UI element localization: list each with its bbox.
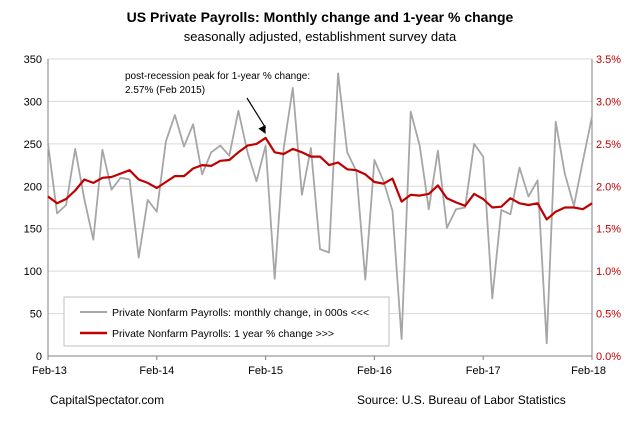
source-left: CapitalSpectator.com <box>50 393 164 407</box>
gridlines <box>48 58 592 315</box>
x-tick-label: Feb-13 <box>32 365 67 377</box>
series-line-yoy-percent <box>47 136 593 221</box>
annotation-arrowhead <box>258 124 266 134</box>
y-left-tick-label: 250 <box>24 139 42 151</box>
chart-subtitle: seasonally adjusted, establishment surve… <box>184 29 457 44</box>
series-lines <box>47 72 593 345</box>
axes <box>47 59 593 357</box>
y-right-tick-label: 2.0% <box>596 181 621 193</box>
annotation-arrow <box>246 97 267 129</box>
series-line-monthly-change <box>47 72 593 345</box>
y-right-tick-label: 1.5% <box>596 224 621 236</box>
y-right-tick-label: 3.0% <box>596 96 621 108</box>
peak-annotation: post-recession peak for 1-year % change:… <box>125 71 310 134</box>
y-left-tick-label: 150 <box>24 224 42 236</box>
legend-box <box>63 296 390 347</box>
y-axis-left-ticks: 0 50 100 150 200 250 300 350 <box>24 54 42 363</box>
source-right: Source: U.S. Bureau of Labor Statistics <box>357 393 566 407</box>
x-axis-ticks: Feb-13 Feb-14 Feb-15 Feb-16 Feb-17 Feb-18 <box>32 356 606 377</box>
y-left-tick-label: 50 <box>30 309 42 321</box>
y-left-tick-label: 350 <box>24 54 42 66</box>
x-tick-label: Feb-15 <box>248 365 283 377</box>
y-right-tick-label: 0.0% <box>596 351 621 363</box>
y-axis-right-ticks: 0.0% 0.5% 1.0% 1.5% 2.0% 2.5% 3.0% 3.5% <box>596 54 621 363</box>
legend-label-yoy: Private Nonfarm Payrolls: 1 year % chang… <box>112 328 334 340</box>
annotation-line2: 2.57% (Feb 2015) <box>125 85 205 96</box>
annotation-line1: post-recession peak for 1-year % change: <box>125 71 310 82</box>
x-tick-label: Feb-14 <box>139 365 174 377</box>
y-right-tick-label: 1.0% <box>596 266 621 278</box>
y-left-tick-label: 100 <box>24 266 42 278</box>
legend-label-monthly: Private Nonfarm Payrolls: monthly change… <box>112 307 369 319</box>
y-left-tick-label: 0 <box>36 351 42 363</box>
legend: Private Nonfarm Payrolls: monthly change… <box>63 296 390 347</box>
y-right-tick-label: 3.5% <box>596 54 621 66</box>
x-tick-label: Feb-18 <box>571 365 606 377</box>
chart-title: US Private Payrolls: Monthly change and … <box>127 9 514 25</box>
y-right-tick-label: 2.5% <box>596 139 621 151</box>
y-left-tick-label: 300 <box>24 96 42 108</box>
y-left-tick-label: 200 <box>24 181 42 193</box>
x-tick-label: Feb-16 <box>357 365 392 377</box>
x-tick-label: Feb-17 <box>466 365 501 377</box>
y-right-tick-label: 0.5% <box>596 309 621 321</box>
